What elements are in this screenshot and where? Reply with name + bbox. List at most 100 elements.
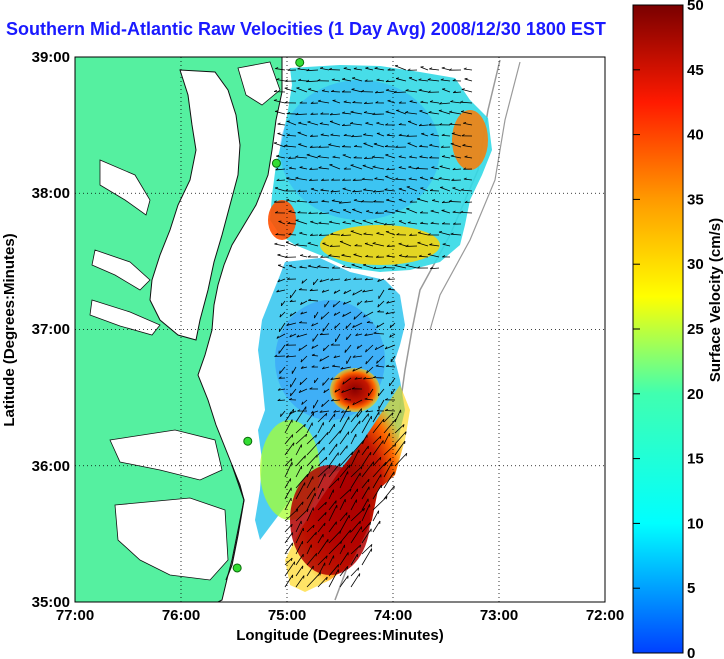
velocity-vector xyxy=(328,463,341,478)
velocity-vector xyxy=(277,399,286,402)
velocity-vector xyxy=(290,377,297,388)
map-title: Southern Mid-Atlantic Raw Velocities (1 … xyxy=(6,19,606,39)
velocity-vector-head xyxy=(355,333,359,336)
velocity-vector xyxy=(317,539,329,555)
velocity-vector xyxy=(281,300,286,307)
velocity-vector-head xyxy=(387,287,392,290)
velocity-vector-head xyxy=(309,387,313,390)
velocity-vectors xyxy=(273,64,473,588)
velocity-vector xyxy=(352,355,363,358)
x-tick-label: 76:00 xyxy=(162,607,200,624)
velocity-vector xyxy=(295,565,304,577)
velocity-vector-head xyxy=(395,209,399,212)
velocity-vector xyxy=(432,200,440,203)
velocity-vector-head xyxy=(288,264,293,267)
velocity-vector xyxy=(431,167,440,170)
velocity-vector-head xyxy=(377,304,380,308)
velocity-vector-head xyxy=(287,68,291,71)
velocity-vector xyxy=(277,123,286,126)
velocity-vector xyxy=(372,242,385,247)
velocity-vector-head xyxy=(363,232,367,235)
velocity-vector-head xyxy=(366,320,370,323)
velocity-vector xyxy=(430,210,440,214)
velocity-vector-head xyxy=(330,133,334,136)
velocity-vector xyxy=(377,388,385,397)
velocity-vector-head xyxy=(385,88,389,91)
velocity-vector-head xyxy=(442,255,446,258)
velocity-vector xyxy=(450,233,462,236)
velocity-vector-head xyxy=(288,156,292,159)
velocity-vector xyxy=(284,442,295,456)
velocity-vector xyxy=(339,552,349,566)
velocity-vector xyxy=(318,222,330,225)
velocity-vector xyxy=(317,555,328,566)
velocity-vector xyxy=(275,68,286,71)
colorbar-tick-label: 10 xyxy=(687,515,704,532)
y-tick-label: 35:00 xyxy=(32,594,70,611)
velocity-vector xyxy=(353,311,363,320)
velocity-vector xyxy=(276,79,286,82)
velocity-vector-head xyxy=(351,387,355,390)
velocity-vector xyxy=(273,100,286,104)
velocity-vector-head xyxy=(353,253,357,255)
velocity-vector-head xyxy=(342,221,346,223)
velocity-vector xyxy=(284,458,293,467)
velocity-vector-head xyxy=(296,509,299,513)
velocity-vector xyxy=(464,78,473,82)
velocity-vector xyxy=(319,410,330,413)
velocity-vector-head xyxy=(430,133,434,135)
velocity-vector xyxy=(333,289,341,294)
velocity-vector xyxy=(354,377,363,380)
velocity-vector xyxy=(452,168,462,171)
velocity-vector-head xyxy=(309,134,313,137)
velocity-vector-head xyxy=(365,409,369,413)
velocity-vector xyxy=(372,440,384,456)
velocity-vector xyxy=(387,100,396,104)
velocity-vector-head xyxy=(362,440,364,444)
velocity-vector-head xyxy=(385,311,389,315)
velocity-vector-head xyxy=(286,198,290,201)
velocity-vector-head xyxy=(295,112,299,116)
velocity-vector xyxy=(374,344,385,351)
velocity-vector-head xyxy=(300,311,303,315)
velocity-vector-head xyxy=(395,77,400,79)
velocity-vector-head xyxy=(375,255,379,258)
velocity-vector-head xyxy=(350,110,354,113)
velocity-vector-head xyxy=(352,77,356,79)
velocity-vector xyxy=(333,355,341,359)
velocity-vector-head xyxy=(417,231,421,234)
colorbar-tick-label: 35 xyxy=(687,191,704,208)
velocity-vector-head xyxy=(310,220,314,223)
velocity-vector-head xyxy=(364,156,368,159)
velocity-vector-head xyxy=(450,142,454,145)
velocity-vector-head xyxy=(365,122,369,124)
velocity-vector-head xyxy=(308,211,312,214)
velocity-vector xyxy=(311,410,319,414)
velocity-vector xyxy=(351,220,363,225)
velocity-vector xyxy=(373,267,385,269)
velocity-vector xyxy=(417,242,429,247)
velocity-vector-head xyxy=(340,366,344,370)
velocity-vector-head xyxy=(306,79,310,83)
velocity-vector xyxy=(363,311,374,318)
velocity-vector-head xyxy=(374,66,378,69)
velocity-vector-head xyxy=(288,210,292,212)
velocity-vector-head xyxy=(329,112,333,116)
isobath-line-outer xyxy=(429,61,521,331)
velocity-vector-head xyxy=(440,145,444,148)
velocity-vector-head xyxy=(416,166,420,169)
velocity-vector-head xyxy=(379,457,382,461)
velocity-vector-head xyxy=(461,110,465,112)
velocity-vector-head xyxy=(277,132,281,134)
velocity-vector xyxy=(328,430,341,445)
velocity-vector xyxy=(306,80,319,83)
velocity-vector xyxy=(306,487,316,500)
velocity-vector xyxy=(341,266,352,269)
velocity-vector-head xyxy=(452,79,456,82)
velocity-vector xyxy=(461,111,473,115)
velocity-vector-head xyxy=(363,111,367,113)
plot-frame xyxy=(74,56,606,603)
velocity-vector-head xyxy=(325,413,328,417)
velocity-vector-head xyxy=(284,255,288,258)
